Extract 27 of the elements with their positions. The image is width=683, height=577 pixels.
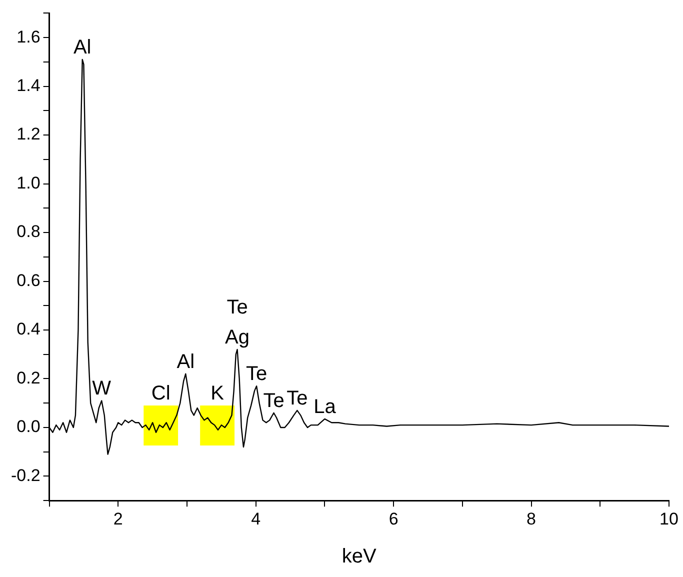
- x-tick-label: 4: [251, 509, 261, 528]
- x-tick-label: 2: [113, 509, 123, 528]
- y-tick-label: 0.2: [16, 368, 40, 388]
- annotation: Te: [286, 387, 308, 410]
- y-tick-label: -0.2: [10, 466, 40, 485]
- annotation: Te: [246, 363, 268, 386]
- band-label: K: [210, 382, 225, 404]
- annotation: W: [92, 378, 112, 400]
- annotation: Al: [176, 350, 195, 373]
- y-tick-label: 0.4: [16, 320, 40, 339]
- x-tick-label: 6: [388, 509, 398, 528]
- y-tick-label: 0.6: [16, 270, 40, 290]
- annotation: Ag: [225, 326, 250, 349]
- y-tick-label: 1.2: [16, 124, 40, 144]
- y-tick-label: 1.0: [16, 173, 40, 192]
- annotation: Te: [226, 296, 248, 319]
- y-tick-label: 0.8: [16, 222, 40, 242]
- y-tick-label: 1.6: [16, 27, 40, 46]
- band-label: Cl: [151, 382, 170, 404]
- annotation: Al: [73, 36, 92, 59]
- annotation: La: [314, 396, 337, 418]
- x-tick-label: 10: [660, 509, 678, 528]
- y-tick-label: 0.0: [16, 417, 40, 436]
- x-tick-label: 8: [526, 509, 536, 528]
- y-tick-label: 1.4: [16, 76, 40, 95]
- annotation: Te: [263, 390, 284, 412]
- x-axis-title: keV: [342, 546, 378, 568]
